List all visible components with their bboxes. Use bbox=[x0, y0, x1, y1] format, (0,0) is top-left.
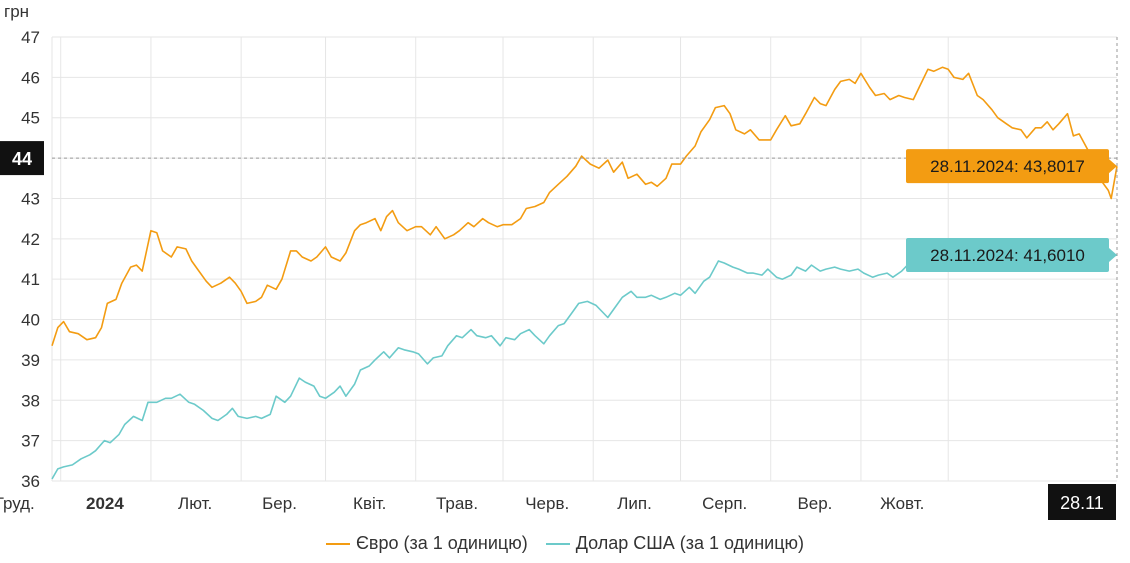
legend-item-euro[interactable]: Євро (за 1 одиницю) bbox=[325, 533, 528, 554]
x-tick-label: Груд. bbox=[0, 494, 35, 513]
y-tick-label: 37 bbox=[21, 432, 40, 451]
y-tick-label: 41 bbox=[21, 270, 40, 289]
crosshair-y-label: 44 bbox=[12, 149, 32, 169]
x-tick-label: Бер. bbox=[262, 494, 297, 513]
legend-swatch-euro bbox=[325, 542, 350, 545]
x-tick-label: Вер. bbox=[797, 494, 832, 513]
tooltip-pointer-0 bbox=[1109, 159, 1117, 174]
y-tick-label: 46 bbox=[21, 68, 40, 87]
tooltips: 28.11.2024: 43,8017 28.11.2024: 41,6010 bbox=[906, 149, 1117, 272]
x-tick-label: Серп. bbox=[702, 494, 747, 513]
y-tick-label: 36 bbox=[21, 472, 40, 491]
y-tick-label: 39 bbox=[21, 351, 40, 370]
x-tick-label: Лют. bbox=[178, 494, 212, 513]
y-tick-label: 47 bbox=[21, 28, 40, 47]
crosshair-x-label-box bbox=[1048, 484, 1116, 520]
x-tick-label: Квіт. bbox=[353, 494, 386, 513]
legend-label-euro: Євро (за 1 одиницю) bbox=[355, 533, 528, 553]
legend-swatch-usd bbox=[545, 542, 570, 545]
chart-grid bbox=[51, 36, 1117, 482]
legend-label-usd: Долар США (за 1 одиницю) bbox=[575, 533, 805, 553]
legend: Євро (за 1 одиницю) Долар США (за 1 один… bbox=[0, 533, 1130, 554]
x-tick-label: Лип. bbox=[617, 494, 652, 513]
y-tick-label: 42 bbox=[21, 230, 40, 249]
x-tick-label: Черв. bbox=[525, 494, 569, 513]
y-tick-label: 38 bbox=[21, 391, 40, 410]
x-tick-label: Жовт. bbox=[880, 494, 924, 513]
tooltip-text-1: 28.11.2024: 41,6010 bbox=[930, 246, 1085, 265]
series-line-0[interactable] bbox=[51, 66, 1118, 347]
crosshair-x-label: 28.11 bbox=[1060, 493, 1104, 513]
y-axis: 363738394041424344454647 bbox=[21, 28, 40, 491]
tooltip-box-0 bbox=[906, 149, 1109, 184]
crosshair: 44 28.11 bbox=[0, 37, 1118, 520]
x-tick-label: Трав. bbox=[436, 494, 478, 513]
crosshair-y-label-box bbox=[0, 141, 44, 176]
exchange-rate-chart: 36 37 38 39 40 41 42 43 44 45 46 47 грн Груд. 2024 Лю… bbox=[0, 2, 1118, 520]
legend-item-usd[interactable]: Долар США (за 1 одиницю) bbox=[545, 533, 805, 554]
x-axis: Груд. 2024 Лют. Бер. Квіт. Трав. Черв. Лип. Серп… bbox=[0, 494, 924, 513]
y-tick-label: 43 bbox=[21, 189, 40, 208]
y-axis-unit-label: грн bbox=[4, 2, 29, 21]
tooltip-box-1 bbox=[906, 237, 1109, 272]
x-tick-label: 2024 bbox=[86, 494, 124, 513]
series-group[interactable] bbox=[51, 66, 1118, 480]
tooltip-text-0: 28.11.2024: 43,8017 bbox=[930, 157, 1085, 176]
y-tick-label: 45 bbox=[21, 109, 40, 128]
y-tick-label: 40 bbox=[21, 311, 40, 330]
tooltip-pointer-1 bbox=[1109, 247, 1117, 262]
series-line-1[interactable] bbox=[51, 254, 1118, 480]
